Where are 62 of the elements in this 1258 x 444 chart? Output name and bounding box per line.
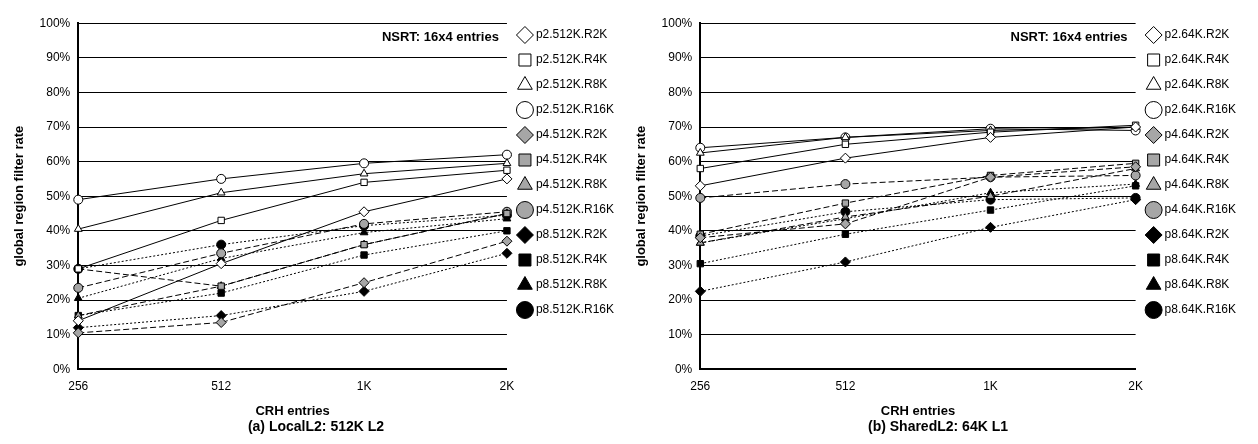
y-tick-label: 50% <box>668 188 693 203</box>
y-tick-label: 100% <box>39 15 71 30</box>
y-axis-title: global region filter rate <box>11 125 27 267</box>
x-tick-label: 512 <box>211 378 232 393</box>
legend-label: p2.64K.R16K <box>1164 102 1237 117</box>
y-tick-label: 10% <box>668 326 693 341</box>
y-tick-label: 50% <box>46 188 71 203</box>
x-tick-label: 256 <box>690 378 711 393</box>
text: (b) SharedL2: 64K L1 <box>867 418 1009 435</box>
y-tick-label: 80% <box>668 84 693 99</box>
x-axis-title: CRH entries <box>880 402 956 418</box>
legend-label: p4.64K.R4K <box>1164 152 1230 167</box>
legend-label: p4.512K.R2K <box>535 127 608 142</box>
legend-label: p8.512K.R2K <box>535 227 608 242</box>
x-tick-label: 1K <box>983 378 998 393</box>
legend-label: p8.64K.R16K <box>1164 302 1237 317</box>
x-tick-label: 2K <box>499 378 515 393</box>
legend-label: p4.64K.R8K <box>1164 177 1230 192</box>
x-tick-label: 1K <box>356 378 372 393</box>
y-tick-label: 0% <box>674 361 693 376</box>
legend-label: p4.512K.R8K <box>535 177 608 192</box>
legend-label: p8.64K.R4K <box>1164 252 1230 267</box>
y-tick-label: 70% <box>46 119 71 134</box>
legend-label: p2.512K.R2K <box>535 27 608 42</box>
legend-label: p2.512K.R16K <box>535 102 614 117</box>
y-tick-label: 60% <box>668 153 693 168</box>
legend-label: p8.512K.R16K <box>535 302 614 317</box>
legend-label: p2.64K.R4K <box>1164 52 1230 67</box>
legend-label: p2.64K.R8K <box>1164 77 1230 92</box>
legend-label: p2.512K.R8K <box>535 77 608 92</box>
legend-label: p4.64K.R16K <box>1164 202 1237 217</box>
y-tick-label: 60% <box>46 153 71 168</box>
y-tick-label: 10% <box>46 326 71 341</box>
x-tick-label: 512 <box>835 378 856 393</box>
legend-label: p2.512K.R4K <box>535 52 608 67</box>
text: (a) LocalL2: 512K L2 <box>247 418 385 435</box>
legend-label: p8.64K.R2K <box>1164 227 1230 242</box>
legend-label: p8.512K.R4K <box>535 252 608 267</box>
y-tick-label: 0% <box>52 361 71 376</box>
y-tick-label: 20% <box>46 292 71 307</box>
y-tick-label: 90% <box>668 50 693 65</box>
x-tick-label: 2K <box>1128 378 1143 393</box>
legend-label: p8.64K.R8K <box>1164 277 1230 292</box>
y-tick-label: 30% <box>668 257 693 272</box>
y-axis-title: global region filter rate <box>633 125 649 267</box>
y-tick-label: 20% <box>668 292 693 307</box>
y-tick-label: 80% <box>46 84 71 99</box>
y-tick-label: 40% <box>668 223 693 238</box>
y-tick-label: 90% <box>46 50 71 65</box>
y-tick-label: 70% <box>668 119 693 134</box>
y-tick-label: 100% <box>661 15 693 30</box>
annotation: NSRT: 16x4 entries <box>1010 29 1128 45</box>
legend-label: p2.64K.R2K <box>1164 27 1230 42</box>
legend-label: p8.512K.R8K <box>535 277 608 292</box>
legend-label: p4.512K.R16K <box>535 202 614 217</box>
y-tick-label: 30% <box>46 257 71 272</box>
x-tick-label: 256 <box>68 378 89 393</box>
legend-label: p4.64K.R2K <box>1164 127 1230 142</box>
x-axis-title: CRH entries <box>255 402 330 418</box>
legend-label: p4.512K.R4K <box>535 152 608 167</box>
y-tick-label: 40% <box>46 223 71 238</box>
annotation: NSRT: 16x4 entries <box>381 29 499 45</box>
